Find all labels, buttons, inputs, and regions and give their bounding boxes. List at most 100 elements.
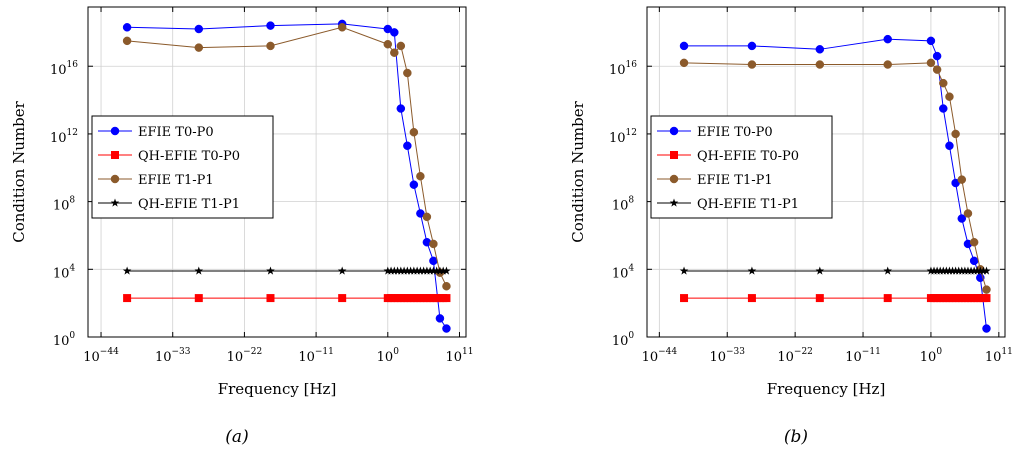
data-point	[194, 266, 204, 275]
data-point	[194, 43, 204, 52]
x-axis-label: Frequency [Hz]	[767, 380, 886, 398]
data-point	[815, 266, 825, 275]
data-point	[416, 266, 425, 275]
x-tick-label: 10−11	[845, 347, 881, 365]
data-point	[932, 266, 942, 275]
y-tick-label: 1012	[609, 128, 637, 146]
data-point	[939, 78, 948, 88]
x-tick-label: 10−22	[227, 347, 263, 365]
series-3	[679, 266, 991, 275]
series-1	[123, 294, 451, 303]
data-point	[194, 294, 203, 303]
data-point	[883, 266, 892, 275]
data-point	[932, 51, 942, 61]
data-point	[432, 266, 441, 275]
data-point	[926, 36, 936, 46]
data-point	[403, 141, 412, 151]
data-point	[442, 266, 451, 275]
data-point	[435, 266, 445, 275]
data-point	[747, 294, 756, 303]
data-point	[409, 180, 419, 189]
data-point	[390, 48, 399, 57]
data-point	[425, 266, 435, 275]
x-tick-label: 10−11	[298, 347, 334, 365]
data-point	[942, 266, 951, 275]
legend-marker	[669, 198, 679, 207]
data-point	[338, 294, 347, 303]
legend-marker	[110, 198, 120, 207]
data-point	[935, 266, 945, 275]
data-point	[815, 294, 824, 303]
series-0	[122, 19, 451, 333]
data-point	[939, 104, 948, 113]
y-tick-label: 108	[612, 196, 635, 214]
data-point	[422, 212, 432, 222]
legend: EFIE T0-P0 QH-EFIE T0-P0 EFIE T1-P1 QH-EFIE…	[650, 115, 833, 219]
data-point	[969, 237, 979, 247]
data-point	[419, 266, 428, 275]
data-point	[266, 21, 275, 30]
data-point	[679, 41, 689, 51]
data-point	[929, 266, 939, 275]
legend-entry: QH-EFIE T1-P1	[657, 197, 799, 212]
data-point	[337, 23, 347, 32]
legend-entry: QH-EFIE T1-P1	[98, 197, 240, 212]
data-point	[429, 266, 438, 275]
series-line	[684, 62, 987, 290]
chart-panel-b: 10−44 10−33 10−22 10−11 100 1011 100 104 108 1012…	[569, 6, 1013, 447]
data-point	[948, 266, 957, 275]
legend-entry: EFIE T1-P1	[657, 173, 773, 188]
data-point	[122, 36, 132, 46]
legend-label: EFIE T0-P0	[138, 125, 214, 140]
data-point	[982, 324, 991, 333]
data-point	[412, 266, 422, 275]
series-3	[122, 266, 451, 275]
data-point	[945, 266, 954, 275]
legend-marker	[111, 151, 119, 159]
legend-entry: QH-EFIE T0-P0	[657, 149, 799, 164]
data-point	[409, 127, 419, 137]
x-tick-label: 100	[377, 347, 400, 365]
data-point	[747, 266, 757, 275]
series-0	[679, 34, 991, 333]
y-tick-label: 104	[53, 263, 76, 281]
data-point	[966, 266, 976, 275]
y-tick-label: 100	[53, 331, 76, 349]
data-point	[969, 266, 979, 275]
legend-box	[91, 115, 274, 219]
y-tick-label: 108	[53, 196, 76, 214]
data-point	[979, 266, 988, 275]
y-tick-label: 1016	[50, 60, 78, 78]
data-point	[396, 266, 406, 275]
data-point	[422, 266, 432, 275]
data-point	[957, 266, 967, 275]
data-point	[123, 294, 132, 303]
x-tick-label: 100	[920, 347, 943, 365]
data-point	[976, 266, 985, 275]
x-tick-label: 10−33	[709, 347, 745, 365]
data-point	[194, 24, 204, 34]
data-point	[386, 266, 396, 275]
data-point	[393, 266, 402, 275]
legend-label: QH-EFIE T0-P0	[697, 149, 799, 164]
legend-marker	[670, 151, 678, 159]
data-point	[442, 324, 451, 333]
data-point	[266, 266, 275, 275]
series-line	[127, 26, 447, 287]
data-point	[932, 65, 942, 74]
x-tick-label: 10−33	[155, 347, 191, 365]
chart-caption: (a)	[225, 427, 248, 447]
legend-label: EFIE T1-P1	[138, 173, 214, 188]
data-point	[679, 266, 689, 275]
data-point	[926, 266, 936, 275]
y-axis-label: Condition Number	[569, 100, 587, 242]
data-point	[815, 60, 825, 69]
x-axis-label: Frequency [Hz]	[218, 380, 337, 398]
chart-caption: (b)	[784, 427, 808, 447]
plot-frame	[87, 6, 467, 338]
data-point	[409, 266, 419, 275]
data-point	[957, 214, 967, 223]
data-point	[982, 285, 991, 294]
data-point	[815, 45, 825, 54]
